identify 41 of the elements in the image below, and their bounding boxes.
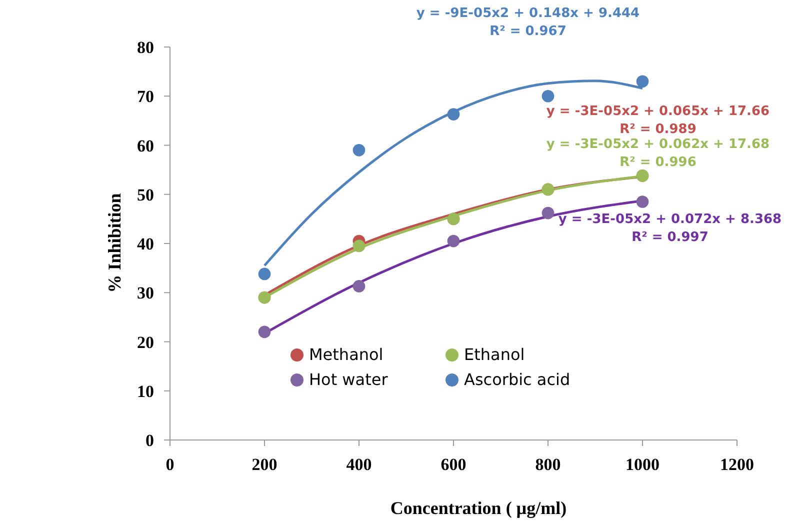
point [636,196,649,208]
text: y = -9E-05x2 + 0.148x + 9.444 [416,6,640,21]
legend-label: Ascorbic acid [464,370,570,389]
annotation: R² = 0.997 [632,230,708,245]
y-tick-label: 60 [137,136,154,156]
legend-label: Hot water [309,370,388,389]
point [542,90,554,102]
point [352,144,366,156]
annotation: y = -3E-05x2 + 0.072x + 8.368 [558,212,782,227]
point [447,234,460,248]
point [447,108,460,120]
point [352,280,366,292]
x-tick-label: 600 [440,455,466,474]
x-tick-label: 400 [346,455,372,474]
annotation: R² = 0.996 [620,155,696,170]
text: R² = 0.967 [490,24,566,39]
x-tick-label: 200 [252,455,278,474]
point [542,206,554,220]
point [258,268,271,280]
y-tick-label: 50 [137,185,154,204]
point [258,326,271,338]
y-tick-label: 30 [137,284,154,303]
x-tick-label: 1200 [720,455,754,474]
annotation: y = -3E-05x2 + 0.065x + 17.66 [546,104,770,119]
x-axis-title: Concentration ( µg/ml) [389,498,568,519]
point [636,75,649,88]
y-tick-label: 80 [137,38,154,58]
annotation: R² = 0.989 [620,122,696,137]
annotation: y = -3E-05x2 + 0.062x + 17.68 [546,137,770,152]
y-tick-label: 0 [146,431,154,450]
x-tick-label: 1000 [626,455,660,474]
point [352,240,366,252]
x-tick-label: 800 [535,455,561,474]
y-tick-label: 40 [137,234,154,254]
y-tick-label: 70 [137,87,154,106]
y-axis-title: % Inhibition [104,193,126,293]
y-tick-label: 10 [137,382,154,401]
x-tick-label: 0 [166,455,174,474]
y-tick-label: 20 [137,332,154,352]
legend-label: Methanol [309,345,384,364]
legend-label: Ethanol [464,345,525,364]
